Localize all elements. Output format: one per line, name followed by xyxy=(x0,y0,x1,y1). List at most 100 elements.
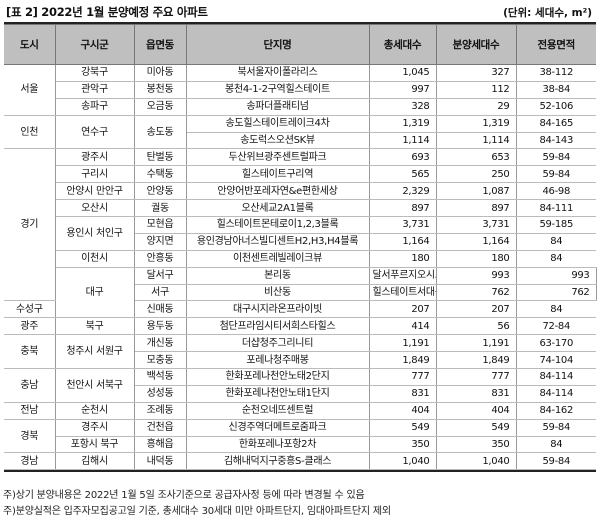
supply-units-cell: 29 xyxy=(435,98,517,116)
area-cell: 46-98 xyxy=(515,182,596,201)
table-row: 충남 천안시 서북구 백석동 한화포레나천안노태2단지 777 777 84-114 xyxy=(4,368,596,403)
apartment-table: 도시 구시군 읍면동 단지명 총세대수 분양세대수 전용면적 서울 강북구 미아동 북… xyxy=(4,24,597,471)
district-cell: 청주시 서원구 xyxy=(54,334,135,370)
col-header-district: 구시군 xyxy=(54,24,135,65)
complex-name-cell: 봉천4-1-2구역힐스테이트 xyxy=(185,81,370,99)
town-cell: 개신동 xyxy=(133,334,187,353)
table-row: 충북 청주시 서원구 개신동 더샵청주그리니티 1,191 1,191 63-170 xyxy=(4,334,596,370)
complex-name-cell: 안양어반포레자연&e편한세상 xyxy=(185,182,370,201)
supply-units-cell: 112 xyxy=(435,81,517,99)
town-cell: 용두동 xyxy=(133,317,187,336)
district-cell: 북구 xyxy=(54,317,135,336)
town-cell: 안양동 xyxy=(133,182,187,201)
area-cell: 59-185 xyxy=(515,216,596,234)
complex-name-cell: 북서울자이폴라리스 xyxy=(185,64,370,82)
area-cell: 59-84 xyxy=(515,418,596,437)
district-cell: 포항시 북구 xyxy=(55,436,135,454)
area-cell: 72-84 xyxy=(515,317,596,336)
district-cell: 달서구 xyxy=(133,266,187,285)
area-cell: 38-84 xyxy=(515,81,596,99)
complex-name-cell: 오산세교2A1블록 xyxy=(185,199,370,218)
total-units-cell: 350 xyxy=(368,436,437,454)
complex-name-cell: 대구시지라온프라이빗 xyxy=(185,300,370,319)
header-row: 도시 구시군 읍면동 단지명 총세대수 분양세대수 전용면적 xyxy=(4,24,596,65)
table-row: 양지면 용인경남아너스빌디센트H2,H3,H4블록 1,164 1,164 84 xyxy=(4,233,596,251)
district-cell: 서구 xyxy=(134,284,187,302)
table-row: 경북 경주시 건천읍 신경주역더메트로줌파크 549 549 59-84 xyxy=(4,418,596,454)
complex-name-cell: 힐스테이트몬테로이1,2,3블록 xyxy=(185,216,370,234)
col-header-city: 도시 xyxy=(4,24,56,65)
district-cell: 오산시 xyxy=(55,199,135,218)
supply-units-cell: 897 xyxy=(435,199,517,218)
town-cell: 모충동 xyxy=(134,351,187,370)
supply-units-cell: 404 xyxy=(435,401,517,420)
town-cell: 성성동 xyxy=(134,385,187,403)
total-units-cell: 1,164 xyxy=(368,233,437,251)
area-cell: 84 xyxy=(515,436,596,454)
city-cell: 경북 xyxy=(4,418,56,454)
area-cell: 63-170 xyxy=(515,334,596,353)
table-row: 포항시 북구 흥해읍 한화포레나포항2차 350 350 84 xyxy=(4,436,596,454)
col-header-total-units: 총세대수 xyxy=(368,24,437,65)
col-header-supply-units: 분양세대수 xyxy=(435,24,517,65)
area-cell: 84 xyxy=(515,250,596,268)
total-units-cell: 414 xyxy=(368,317,437,336)
district-cell: 안양시 만안구 xyxy=(55,182,135,201)
supply-units-cell: 1,087 xyxy=(435,182,517,201)
town-cell: 본리동 xyxy=(185,266,370,285)
total-units-cell: 1,191 xyxy=(368,334,437,353)
total-units-cell: 328 xyxy=(368,98,437,116)
complex-name-cell: 힐스테이트서대구역센트럴 xyxy=(368,284,437,302)
complex-name-cell: 순천오네뜨센트럴 xyxy=(185,401,370,420)
total-units-cell: 1,849 xyxy=(368,351,437,370)
complex-name-cell: 송파더플래티넘 xyxy=(185,98,370,116)
footnote-1: 주)상기 분양내용은 2022년 1월 5일 조사기준으로 공급자사정 등에 따… xyxy=(3,490,365,501)
supply-units-cell: 3,731 xyxy=(435,216,517,234)
district-cell: 천안시 서북구 xyxy=(54,368,135,403)
town-cell: 백석동 xyxy=(133,368,187,386)
table-row: 성성동 한화포레나천안노태1단지 831 831 84-114 xyxy=(4,385,596,403)
complex-name-cell: 이천센트레빌레이크뷰 xyxy=(185,250,370,268)
area-cell: 84-165 xyxy=(515,114,596,133)
supply-units-cell: 993 xyxy=(515,266,597,285)
total-units-cell: 549 xyxy=(368,418,437,437)
district-cell: 수성구 xyxy=(4,300,56,319)
area-cell: 59-84 xyxy=(515,148,596,167)
city-cell: 충북 xyxy=(4,334,56,370)
total-units-cell: 565 xyxy=(368,165,437,184)
town-cell: 내덕동 xyxy=(133,452,187,471)
complex-name-cell: 한화포레나천안노태1단지 xyxy=(185,385,370,403)
town-cell: 건천읍 xyxy=(133,418,187,437)
town-cell: 조례동 xyxy=(133,401,187,420)
district-cell: 순천시 xyxy=(54,401,135,420)
district-cell: 경주시 xyxy=(54,418,135,437)
supply-units-cell: 549 xyxy=(435,418,517,437)
city-cell: 광주 xyxy=(4,317,56,336)
col-header-complex: 단지명 xyxy=(185,24,370,65)
table-row: 경남 김해시 내덕동 김해내덕지구중흥S-클래스 1,040 1,040 59-84 xyxy=(4,452,596,471)
supply-units-cell: 250 xyxy=(435,165,517,184)
complex-name-cell: 첨단프라임시티서희스타힐스 xyxy=(185,317,370,336)
district-cell: 광주시 xyxy=(54,148,135,167)
complex-name-cell: 한화포레나포항2차 xyxy=(185,436,370,454)
supply-units-cell: 1,164 xyxy=(435,233,517,251)
table-row: 서울 강북구 미아동 북서울자이폴라리스 1,045 327 38-112 xyxy=(4,64,596,116)
supply-units-cell: 1,040 xyxy=(435,452,517,471)
town-cell: 모현읍 xyxy=(133,216,187,234)
town-cell: 봉천동 xyxy=(133,81,187,99)
city-cell: 경남 xyxy=(4,452,56,471)
table-row: 전남 순천시 조례동 순천오네뜨센트럴 404 404 84-162 xyxy=(4,401,596,420)
table-row: 오산시 궐동 오산세교2A1블록 897 897 84-111 xyxy=(4,199,596,218)
supply-units-cell: 327 xyxy=(435,64,517,82)
table-row: 이천시 안흥동 이천센트레빌레이크뷰 180 180 84 xyxy=(4,250,596,268)
district-cell: 연수구 xyxy=(54,114,135,150)
area-cell: 84-111 xyxy=(515,199,596,218)
table-row: 안양시 만안구 안양동 안양어반포레자연&e편한세상 2,329 1,087 46-98 xyxy=(4,182,596,201)
district-cell: 관악구 xyxy=(55,81,135,99)
total-units-cell: 1,040 xyxy=(368,452,437,471)
col-header-town: 읍면동 xyxy=(133,24,187,65)
city-cell: 경기 xyxy=(4,148,56,302)
total-units-cell: 997 xyxy=(368,81,437,99)
town-cell: 흥해읍 xyxy=(133,436,187,454)
town-cell: 신매동 xyxy=(133,300,187,319)
